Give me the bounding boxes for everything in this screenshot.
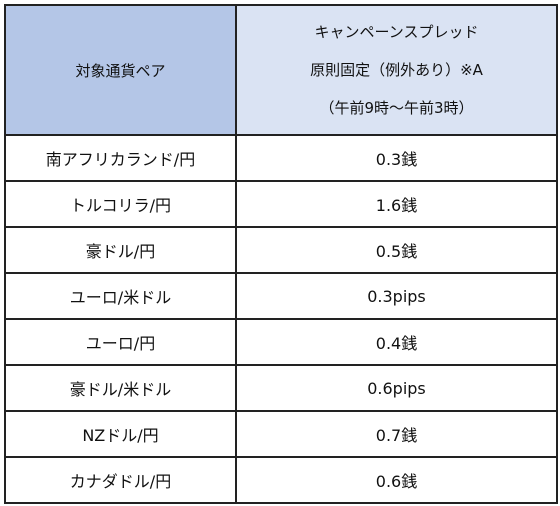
header-spread-line-2: 原則固定（例外あり）※A <box>310 61 483 79</box>
pair-cell: ユーロ/円 <box>4 318 237 366</box>
pair-cell: トルコリラ/円 <box>4 180 237 228</box>
spread-cell: 0.3pips <box>235 272 558 320</box>
pair-cell: 豪ドル/米ドル <box>4 364 237 412</box>
header-spread: キャンペーンスプレッド 原則固定（例外あり）※A （午前9時～午前3時） <box>235 4 558 136</box>
table-header-row: 対象通貨ペア キャンペーンスプレッド 原則固定（例外あり）※A （午前9時～午前… <box>4 4 558 136</box>
table-row: 南アフリカランド/円 0.3銭 <box>4 134 558 182</box>
spread-cell: 0.6銭 <box>235 456 558 504</box>
table-row: NZドル/円 0.7銭 <box>4 410 558 458</box>
table-row: ユーロ/米ドル 0.3pips <box>4 272 558 320</box>
pair-cell: NZドル/円 <box>4 410 237 458</box>
spread-table-container: 対象通貨ペア キャンペーンスプレッド 原則固定（例外あり）※A （午前9時～午前… <box>4 4 558 504</box>
spread-cell: 0.5銭 <box>235 226 558 274</box>
spread-cell: 0.4銭 <box>235 318 558 366</box>
header-spread-line-3: （午前9時～午前3時） <box>319 99 474 117</box>
spread-cell: 0.3銭 <box>235 134 558 182</box>
table-row: ユーロ/円 0.4銭 <box>4 318 558 366</box>
header-pair: 対象通貨ペア <box>4 4 237 136</box>
spread-cell: 0.7銭 <box>235 410 558 458</box>
spread-table: 対象通貨ペア キャンペーンスプレッド 原則固定（例外あり）※A （午前9時～午前… <box>4 4 558 504</box>
spread-cell: 1.6銭 <box>235 180 558 228</box>
table-row: 豪ドル/米ドル 0.6pips <box>4 364 558 412</box>
header-spread-line-1: キャンペーンスプレッド <box>314 23 479 41</box>
pair-cell: 豪ドル/円 <box>4 226 237 274</box>
table-row: カナダドル/円 0.6銭 <box>4 456 558 504</box>
pair-cell: ユーロ/米ドル <box>4 272 237 320</box>
table-row: トルコリラ/円 1.6銭 <box>4 180 558 228</box>
pair-cell: カナダドル/円 <box>4 456 237 504</box>
table-row: 豪ドル/円 0.5銭 <box>4 226 558 274</box>
pair-cell: 南アフリカランド/円 <box>4 134 237 182</box>
spread-cell: 0.6pips <box>235 364 558 412</box>
